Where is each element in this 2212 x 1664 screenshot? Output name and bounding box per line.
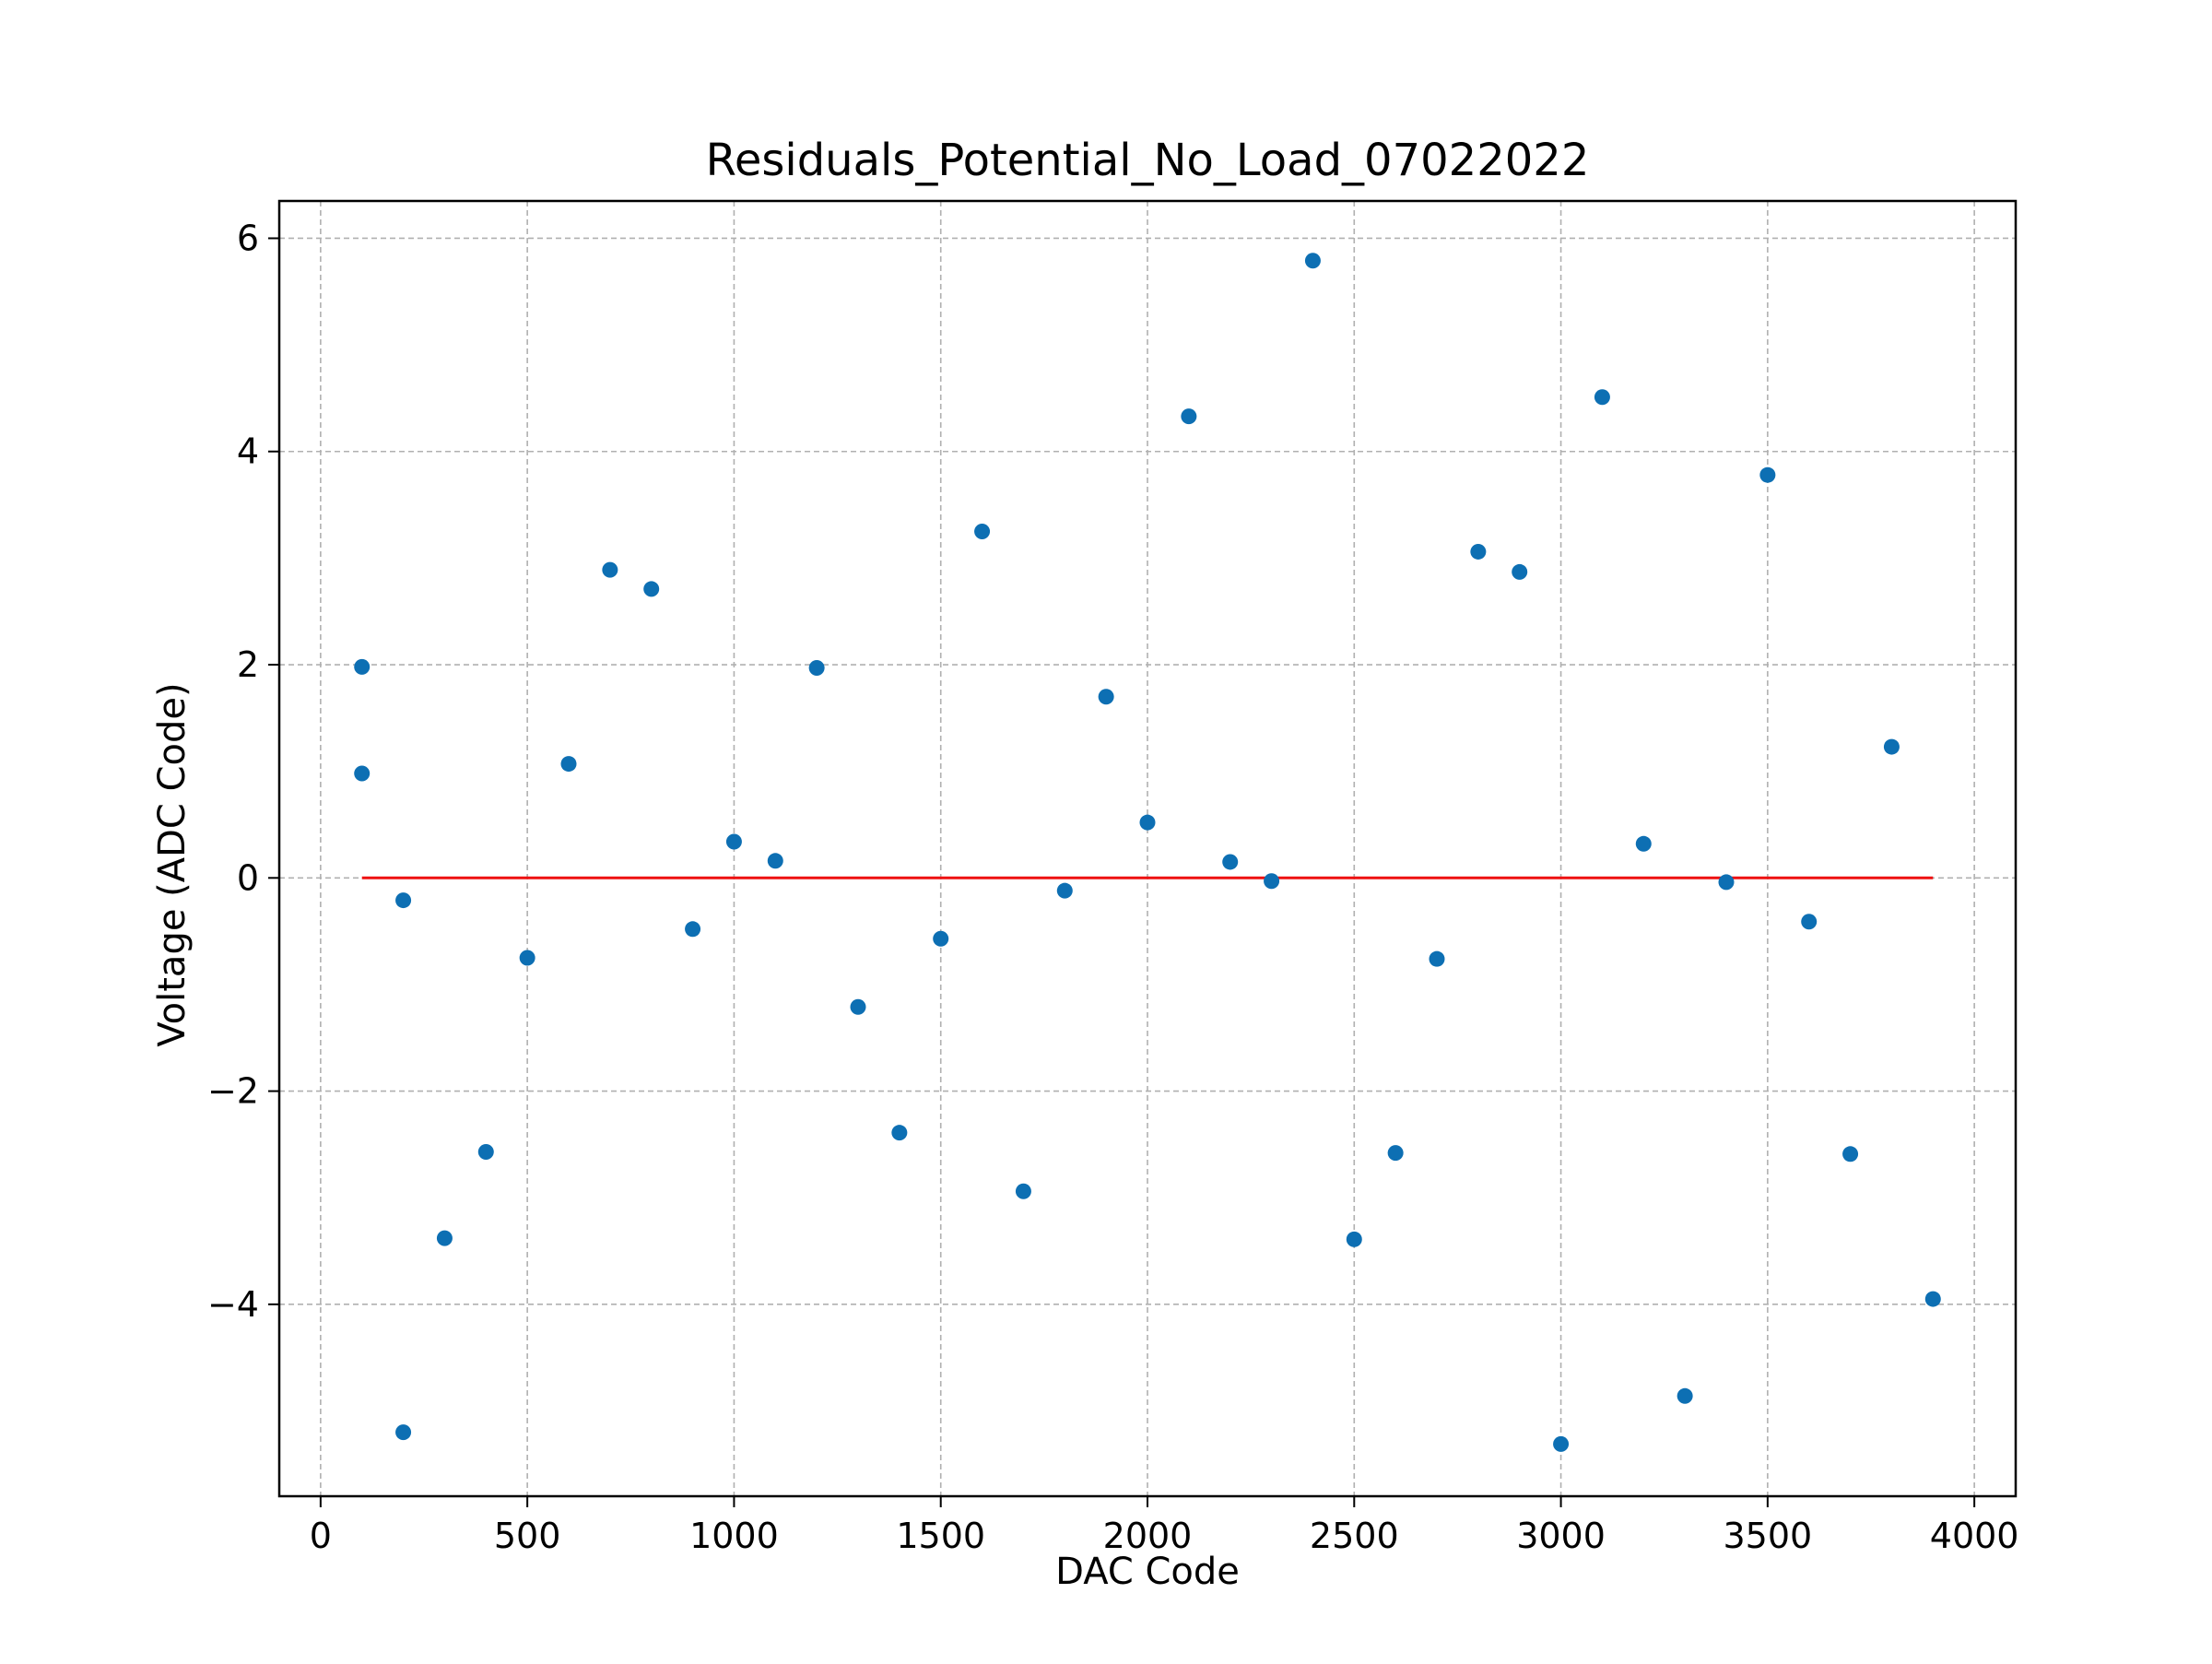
y-tick-label: 6 (237, 218, 259, 258)
data-point (1924, 1291, 1941, 1307)
data-point (1470, 543, 1487, 560)
data-point (1098, 689, 1114, 705)
data-point (1883, 738, 1900, 755)
data-point (974, 523, 991, 539)
data-point (1181, 408, 1197, 425)
data-point (1801, 914, 1818, 930)
y-tick-label: 4 (237, 431, 259, 472)
data-point (1264, 873, 1280, 890)
x-tick-label: 1000 (689, 1516, 779, 1556)
data-point (933, 930, 949, 947)
x-tick-label: 4000 (1930, 1516, 2019, 1556)
data-points (354, 253, 1941, 1452)
data-point (477, 1143, 494, 1160)
data-point (850, 998, 866, 1015)
y-tick-label: −4 (207, 1284, 259, 1325)
data-point (1015, 1183, 1031, 1199)
data-point (1304, 253, 1321, 269)
data-point (354, 658, 371, 675)
data-point (436, 1230, 453, 1246)
data-point (1718, 874, 1735, 891)
x-tick-label: 3500 (1723, 1516, 1812, 1556)
data-point (395, 892, 412, 909)
x-tick-label: 1500 (896, 1516, 985, 1556)
y-axis-label: Voltage (ADC Code) (151, 682, 194, 1046)
data-point (1346, 1231, 1362, 1247)
data-point (808, 659, 825, 676)
data-point (1635, 835, 1652, 852)
data-point (354, 765, 371, 782)
data-point (1429, 950, 1445, 967)
chart-title: Residuals_Potential_No_Load_07022022 (706, 135, 1590, 186)
x-tick-label: 2000 (1103, 1516, 1193, 1556)
data-point (1512, 563, 1528, 580)
data-point (1387, 1145, 1404, 1162)
x-axis-label: DAC Code (1055, 1551, 1240, 1593)
data-point (1677, 1387, 1693, 1404)
x-tick-label: 3000 (1516, 1516, 1606, 1556)
data-point (560, 756, 577, 773)
data-point (725, 833, 742, 850)
data-point (1842, 1146, 1859, 1162)
data-point (1139, 814, 1156, 831)
data-point (767, 853, 783, 869)
data-point (891, 1125, 908, 1141)
data-point (1056, 882, 1073, 899)
y-tick-label: 0 (237, 857, 259, 898)
y-tick-label: −2 (207, 1071, 259, 1112)
data-point (1222, 854, 1239, 870)
x-tick-label: 0 (310, 1516, 332, 1556)
x-tick-label: 2500 (1310, 1516, 1399, 1556)
x-axis-ticks: 0 500 1000 1500 2000 2500 3000 3500 4000 (310, 1496, 2019, 1556)
data-point (395, 1424, 412, 1441)
data-point (1553, 1435, 1570, 1452)
data-point (602, 561, 618, 578)
data-point (685, 921, 701, 938)
data-point (643, 581, 660, 597)
y-tick-label: 2 (237, 644, 259, 685)
data-point (519, 950, 535, 966)
data-point (1759, 466, 1776, 483)
data-point (1594, 389, 1610, 406)
y-axis-ticks: 6 4 2 0 −2 −4 (207, 218, 279, 1325)
x-tick-label: 500 (494, 1516, 561, 1556)
